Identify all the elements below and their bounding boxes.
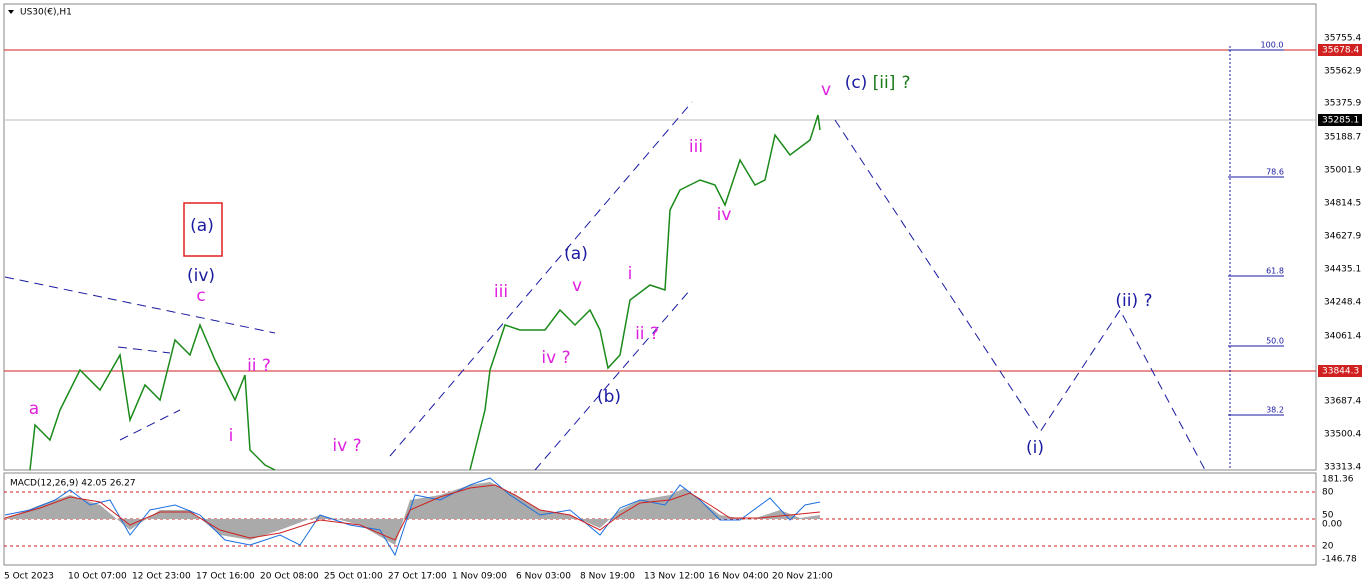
wave-label: (iv) bbox=[187, 266, 215, 286]
fib-label: 38.2 bbox=[1266, 406, 1284, 415]
wave-label: iv ? bbox=[541, 348, 570, 368]
price-marker bbox=[1318, 114, 1362, 126]
wave-label: iii bbox=[494, 282, 508, 302]
price-label: 35188.7 bbox=[1324, 133, 1361, 143]
wave-label: v bbox=[572, 276, 582, 296]
time-label: 10 Oct 07:00 bbox=[68, 572, 127, 582]
time-label: 20 Nov 21:00 bbox=[772, 572, 833, 582]
wave-label: [ii] bbox=[873, 73, 896, 93]
macd-line bbox=[4, 477, 821, 557]
price-marker-label: 35285.1 bbox=[1322, 116, 1359, 126]
price-label: 33313.4 bbox=[1324, 463, 1361, 473]
highlight-box bbox=[183, 202, 223, 257]
time-label: 12 Oct 23:00 bbox=[132, 572, 191, 582]
macd-axis-label: 80 bbox=[1322, 488, 1334, 498]
fib-tool bbox=[1228, 46, 1284, 470]
price-path bbox=[29, 322, 276, 471]
wave-label: iii bbox=[689, 137, 703, 157]
wave-label: (a) bbox=[564, 244, 588, 264]
price-label: 35755.4 bbox=[1324, 34, 1361, 44]
signal-line bbox=[4, 484, 821, 541]
time-label: 27 Oct 17:00 bbox=[388, 572, 447, 582]
fib-label: 78.6 bbox=[1266, 168, 1284, 177]
menu-arrow[interactable] bbox=[8, 10, 14, 14]
wave-label: i bbox=[628, 264, 633, 284]
time-label: 13 Nov 12:00 bbox=[644, 572, 705, 582]
macd-axis-label: 50 bbox=[1322, 511, 1334, 521]
price-label: 34435.1 bbox=[1324, 265, 1361, 275]
trend-lines bbox=[4, 101, 1206, 471]
price-label: 35562.9 bbox=[1324, 67, 1361, 77]
fib-label: 61.8 bbox=[1266, 267, 1284, 276]
wave-label: (a) bbox=[190, 216, 214, 236]
price-label: 34061.4 bbox=[1324, 332, 1361, 342]
wave-label: (b) bbox=[597, 387, 621, 407]
wave-label: ii ? bbox=[247, 356, 271, 376]
time-label: 6 Nov 03:00 bbox=[516, 572, 571, 582]
price-label: 35001.9 bbox=[1324, 166, 1361, 176]
time-label: 17 Oct 16:00 bbox=[196, 572, 255, 582]
price-marker-label: 33844.3 bbox=[1322, 367, 1359, 377]
price-label: 34814.5 bbox=[1324, 199, 1361, 209]
macd-axis: 181.36 80 50 0.00 20 -146.78 bbox=[1322, 475, 1357, 565]
symbol: US30(€),H1 bbox=[20, 8, 72, 18]
macd-axis-label: 181.36 bbox=[1322, 475, 1354, 485]
macd-label: MACD(12,26,9) 42.05 26.27 bbox=[10, 479, 136, 489]
wave-label: ii ? bbox=[635, 324, 659, 344]
wave-labels: (a) (iv) c a ii ? i iv ? iii v (a) iv ? … bbox=[29, 73, 1153, 458]
time-axis: 5 Oct 2023 10 Oct 07:00 12 Oct 23:00 17 … bbox=[4, 572, 833, 582]
wave-label: (i) bbox=[1026, 438, 1044, 458]
price-marker bbox=[1318, 365, 1362, 377]
macd-axis-label: -146.78 bbox=[1322, 555, 1357, 565]
price-label: 34248.4 bbox=[1324, 298, 1361, 308]
wave-label: v bbox=[821, 80, 831, 100]
wave-label: (c) bbox=[845, 73, 868, 93]
time-label: 1 Nov 09:00 bbox=[452, 572, 507, 582]
wave-label: ? bbox=[901, 73, 910, 93]
wave-label: iv bbox=[717, 205, 732, 225]
macd-histogram bbox=[5, 482, 820, 545]
macd-axis-label: 20 bbox=[1322, 542, 1334, 552]
price-axis: 35755.4 35562.9 35375.9 35188.7 35001.9 … bbox=[1324, 34, 1361, 473]
time-label: 5 Oct 2023 bbox=[4, 572, 54, 582]
time-label: 16 Nov 04:00 bbox=[708, 572, 769, 582]
time-label: 20 Oct 08:00 bbox=[260, 572, 319, 582]
price-pane bbox=[3, 3, 1317, 471]
fib-label: 100.0 bbox=[1261, 41, 1284, 50]
price-label: 35375.9 bbox=[1324, 99, 1361, 109]
price-label: 33687.4 bbox=[1324, 397, 1361, 407]
wave-label: iv ? bbox=[332, 436, 361, 456]
wave-label: i bbox=[229, 426, 234, 446]
fib-label: 50.0 bbox=[1266, 337, 1284, 346]
time-label: 25 Oct 01:00 bbox=[324, 572, 383, 582]
wave-label: a bbox=[29, 399, 39, 419]
price-label: 34627.9 bbox=[1324, 232, 1361, 242]
price-label: 33500.4 bbox=[1324, 430, 1361, 440]
price-marker-label: 35678.4 bbox=[1322, 46, 1359, 56]
price-marker bbox=[1318, 44, 1362, 56]
price-path bbox=[469, 114, 821, 471]
wave-label: c bbox=[196, 286, 205, 306]
time-label: 8 Nov 19:00 bbox=[580, 572, 635, 582]
macd-axis-label: 0.00 bbox=[1322, 520, 1342, 530]
wave-label: (ii) ? bbox=[1115, 291, 1152, 311]
